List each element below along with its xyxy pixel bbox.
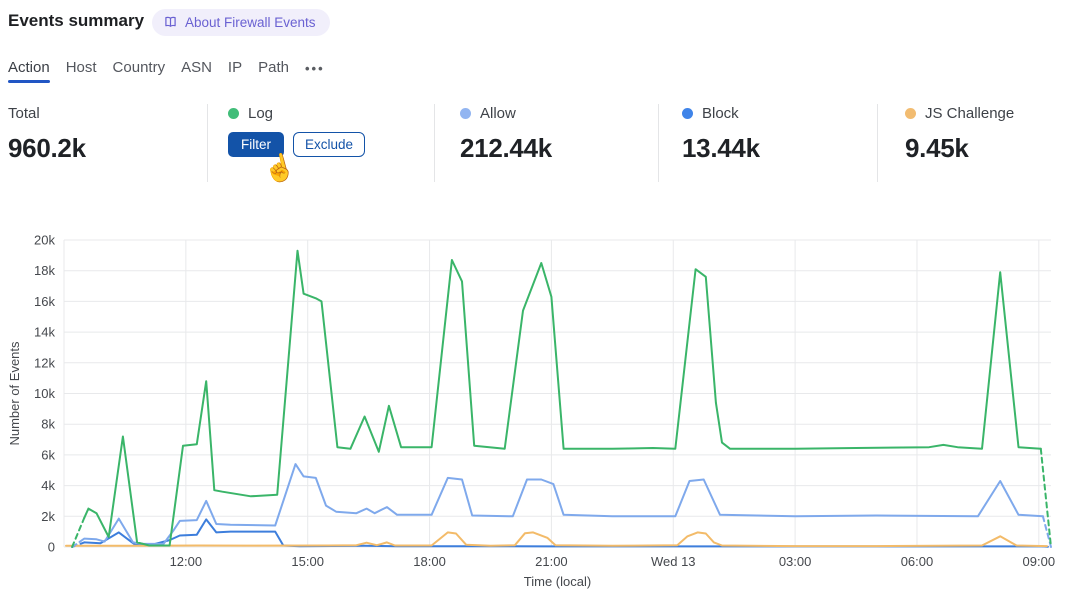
block-line <box>83 518 1044 548</box>
filter-button[interactable]: Filter <box>228 132 284 157</box>
stat-value-block: 13.44k <box>682 133 760 163</box>
block-series-dot-icon <box>682 107 693 119</box>
stat-card-total[interactable]: Total 960.2k <box>8 103 86 164</box>
stats-divider <box>207 104 208 182</box>
stat-label-log: Log <box>248 104 274 122</box>
x-tick-label: 18:00 <box>413 554 446 569</box>
stats-divider <box>877 104 878 182</box>
book-icon <box>163 15 178 30</box>
x-tick-label: 03:00 <box>779 554 812 569</box>
x-tick-label: 06:00 <box>901 554 934 569</box>
allow-series-dot-icon <box>460 107 471 119</box>
y-tick-label: 16k <box>34 294 55 309</box>
x-tick-label: 09:00 <box>1023 554 1056 569</box>
log-line <box>83 249 1042 547</box>
tabs-more-button[interactable]: ••• <box>304 61 325 76</box>
page-title: Events summary <box>8 11 145 30</box>
stats-divider <box>434 104 435 182</box>
stat-label-allow: Allow <box>480 104 516 122</box>
y-tick-label: 6k <box>41 447 55 462</box>
y-tick-label: 10k <box>34 386 55 401</box>
x-tick-label: 21:00 <box>535 554 568 569</box>
y-tick-label: 14k <box>34 325 55 340</box>
log-series-dot-icon <box>228 107 239 119</box>
stat-card-log[interactable]: Log Filter Exclude <box>228 103 366 157</box>
y-tick-label: 12k <box>34 355 55 370</box>
stat-label-total: Total <box>8 104 40 122</box>
y-axis-title: Number of Events <box>7 341 22 446</box>
x-axis-title: Time (local) <box>524 574 591 589</box>
stat-card-block[interactable]: Block 13.44k <box>682 103 760 164</box>
log-line-tail-dash <box>1039 447 1052 548</box>
allow-line-lead-dash <box>71 537 86 548</box>
tab-action[interactable]: Action <box>8 59 50 83</box>
js-challenge-series-dot-icon <box>905 107 916 119</box>
allow-line <box>83 463 1044 545</box>
stat-card-js-challenge[interactable]: JS Challenge 9.45k <box>905 103 1014 164</box>
stat-value-allow: 212.44k <box>460 133 552 163</box>
y-tick-label: 8k <box>41 417 55 432</box>
log-line-lead-dash <box>71 516 86 548</box>
tab-asn[interactable]: ASN <box>181 59 212 76</box>
x-tick-label: 15:00 <box>291 554 324 569</box>
y-tick-label: 20k <box>34 233 55 248</box>
tab-host[interactable]: Host <box>65 59 97 76</box>
about-badge-label: About Firewall Events <box>185 15 316 30</box>
stat-label-block: Block <box>702 104 739 122</box>
about-firewall-events-badge[interactable]: About Firewall Events <box>152 9 330 36</box>
x-tick-label: Wed 13 <box>651 554 696 569</box>
stat-card-allow[interactable]: Allow 212.44k <box>460 103 552 164</box>
stats-divider <box>658 104 659 182</box>
tab-path[interactable]: Path <box>258 59 289 76</box>
y-tick-label: 2k <box>41 509 55 524</box>
y-tick-label: 4k <box>41 478 55 493</box>
tab-ip[interactable]: IP <box>227 59 243 76</box>
exclude-button[interactable]: Exclude <box>293 132 366 157</box>
y-tick-label: 18k <box>34 263 55 278</box>
js-challenge-line <box>65 531 1048 548</box>
stat-label-js-challenge: JS Challenge <box>925 104 1015 122</box>
summary-tabs: Action Host Country ASN IP Path ••• <box>8 59 325 83</box>
events-chart: 0 2k 4k 6k 8k 10k 12k 14k 16k 18k 20k 12:00 15:00 18:… <box>7 233 1056 590</box>
stat-value-total: 960.2k <box>8 133 86 163</box>
tab-country[interactable]: Country <box>112 59 166 76</box>
x-tick-label: 12:00 <box>170 554 203 569</box>
y-tick-label: 0 <box>48 540 55 555</box>
stat-value-js-challenge: 9.45k <box>905 133 969 163</box>
